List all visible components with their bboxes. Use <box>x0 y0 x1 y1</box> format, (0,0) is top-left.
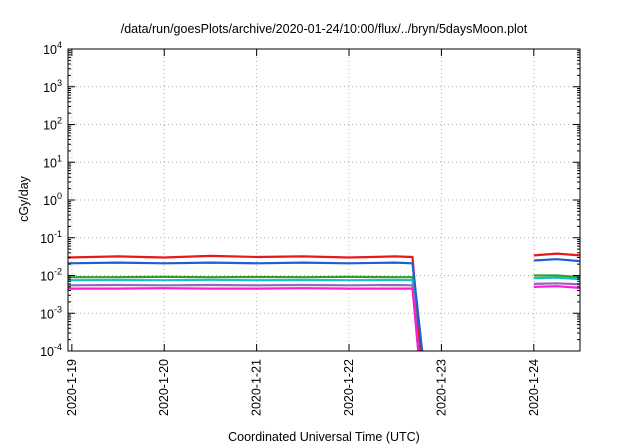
y-tick-label: 10-2 <box>40 267 62 284</box>
chart-title: /data/run/goesPlots/archive/2020-01-24/1… <box>121 22 528 36</box>
y-tick-label: 10-1 <box>40 229 62 246</box>
series-line-4 <box>67 276 581 352</box>
y-tick-label: 10-4 <box>40 342 62 359</box>
y-tick-label: 102 <box>43 116 62 133</box>
series-line-2 <box>67 258 581 352</box>
series-line-5 <box>67 282 581 352</box>
x-ticks: 2020-1-19 2020-1-20 2020-1-21 2020-1-22 2020… <box>65 49 541 416</box>
x-tick-label: 2020-1-21 <box>250 359 264 416</box>
y-tick-label: 104 <box>43 40 62 57</box>
y-tick-label: 100 <box>43 191 62 208</box>
series-line-1 <box>67 252 581 352</box>
plot-series <box>67 252 581 352</box>
x-tick-label: 2020-1-19 <box>65 359 79 416</box>
y-ticks: 10-4 10-3 10-2 10-1 100 101 102 103 104 <box>40 40 580 359</box>
series-line-3 <box>68 274 581 352</box>
x-tick-label: 2020-1-20 <box>157 359 171 416</box>
series-line-6 <box>68 285 581 352</box>
y-tick-label: 10-3 <box>40 304 62 321</box>
grid <box>68 49 580 351</box>
x-tick-label: 2020-1-24 <box>527 359 541 416</box>
y-axis-label: cGy/day <box>17 175 31 222</box>
y-tick-label: 103 <box>43 78 62 95</box>
y-tick-label: 101 <box>43 153 62 170</box>
x-tick-label: 2020-1-23 <box>434 359 448 416</box>
x-axis-label: Coordinated Universal Time (UTC) <box>228 430 420 444</box>
x-tick-label: 2020-1-22 <box>342 359 356 416</box>
